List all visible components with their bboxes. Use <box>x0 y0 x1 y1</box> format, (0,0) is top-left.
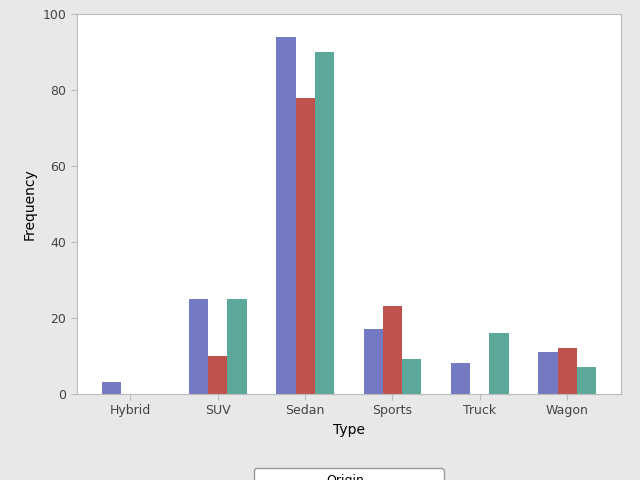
Bar <box>189 299 208 394</box>
Bar <box>383 306 402 394</box>
Bar <box>451 363 470 394</box>
Bar <box>557 348 577 394</box>
Bar <box>296 98 315 394</box>
Legend: Asia, Europe, USA: Asia, Europe, USA <box>254 468 444 480</box>
Bar <box>315 52 334 394</box>
Bar <box>208 356 227 394</box>
Bar <box>276 37 296 394</box>
Y-axis label: Frequency: Frequency <box>23 168 37 240</box>
Bar <box>102 382 121 394</box>
Bar <box>364 329 383 394</box>
X-axis label: Type: Type <box>333 422 365 437</box>
Bar <box>538 352 557 394</box>
Bar <box>490 333 509 394</box>
Bar <box>402 360 421 394</box>
Bar <box>227 299 246 394</box>
Bar <box>577 367 596 394</box>
